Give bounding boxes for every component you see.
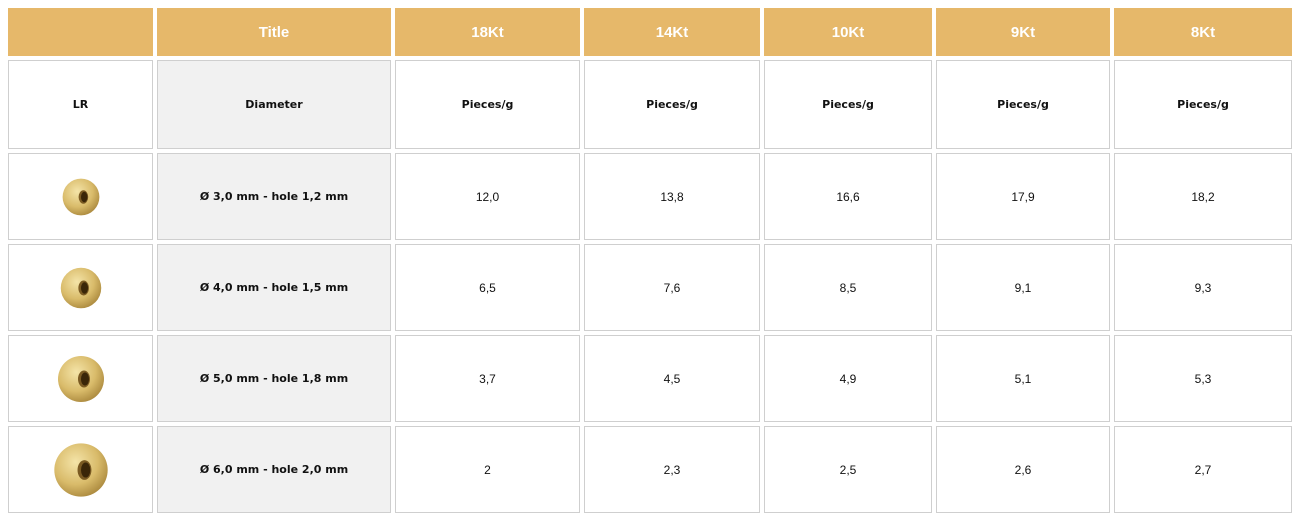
subheader-cell: Pieces/g bbox=[764, 60, 932, 149]
header-cell: Title bbox=[157, 8, 391, 56]
subheader-cell: Pieces/g bbox=[1114, 60, 1292, 149]
value-cell: 3,7 bbox=[395, 335, 580, 422]
value-cell: 5,1 bbox=[936, 335, 1110, 422]
subheader-cell: Pieces/g bbox=[395, 60, 580, 149]
value-cell: 9,1 bbox=[936, 244, 1110, 331]
value-cell: 6,5 bbox=[395, 244, 580, 331]
value-cell: 8,5 bbox=[764, 244, 932, 331]
image-cell bbox=[8, 335, 153, 422]
header-cell: 9Kt bbox=[936, 8, 1110, 56]
value-cell: 2,3 bbox=[584, 426, 760, 513]
bead-hole bbox=[81, 372, 89, 385]
header-cell: 8Kt bbox=[1114, 8, 1292, 56]
diameter-cell: Ø 3,0 mm - hole 1,2 mm bbox=[157, 153, 391, 240]
value-cell: 2,7 bbox=[1114, 426, 1292, 513]
image-cell bbox=[8, 153, 153, 240]
diameter-cell: Ø 4,0 mm - hole 1,5 mm bbox=[157, 244, 391, 331]
image-cell bbox=[8, 244, 153, 331]
value-cell: 7,6 bbox=[584, 244, 760, 331]
bead-image bbox=[59, 266, 103, 310]
bead-image bbox=[52, 441, 110, 499]
header-cell: 10Kt bbox=[764, 8, 932, 56]
value-cell: 12,0 bbox=[395, 153, 580, 240]
image-cell bbox=[8, 426, 153, 513]
header-cell bbox=[8, 8, 153, 56]
subheader-cell: LR bbox=[8, 60, 153, 149]
bead-image bbox=[61, 177, 101, 217]
value-cell: 2,5 bbox=[764, 426, 932, 513]
page: Title18Kt14Kt10Kt9Kt8Kt LRDiameterPieces… bbox=[0, 0, 1292, 520]
value-cell: 9,3 bbox=[1114, 244, 1292, 331]
subheader-cell: Pieces/g bbox=[936, 60, 1110, 149]
diameter-cell: Ø 5,0 mm - hole 1,8 mm bbox=[157, 335, 391, 422]
value-cell: 18,2 bbox=[1114, 153, 1292, 240]
subheader-cell: Diameter bbox=[157, 60, 391, 149]
value-cell: 5,3 bbox=[1114, 335, 1292, 422]
diameter-cell: Ø 6,0 mm - hole 2,0 mm bbox=[157, 426, 391, 513]
header-cell: 14Kt bbox=[584, 8, 760, 56]
subheader-cell: Pieces/g bbox=[584, 60, 760, 149]
header-cell: 18Kt bbox=[395, 8, 580, 56]
value-cell: 2,6 bbox=[936, 426, 1110, 513]
value-cell: 13,8 bbox=[584, 153, 760, 240]
bead-image bbox=[56, 354, 106, 404]
value-cell: 17,9 bbox=[936, 153, 1110, 240]
bead-hole bbox=[81, 191, 87, 201]
value-cell: 16,6 bbox=[764, 153, 932, 240]
bead-hole bbox=[81, 462, 90, 477]
value-cell: 2 bbox=[395, 426, 580, 513]
value-cell: 4,5 bbox=[584, 335, 760, 422]
bead-hole bbox=[81, 282, 88, 293]
value-cell: 4,9 bbox=[764, 335, 932, 422]
